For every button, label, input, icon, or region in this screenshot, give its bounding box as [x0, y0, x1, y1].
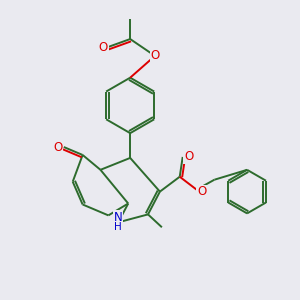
Text: O: O [184, 150, 193, 164]
Text: O: O [53, 140, 62, 154]
Text: H: H [114, 222, 122, 232]
Text: O: O [150, 50, 160, 62]
Text: N: N [114, 211, 123, 224]
Text: O: O [197, 185, 206, 198]
Text: O: O [99, 41, 108, 55]
